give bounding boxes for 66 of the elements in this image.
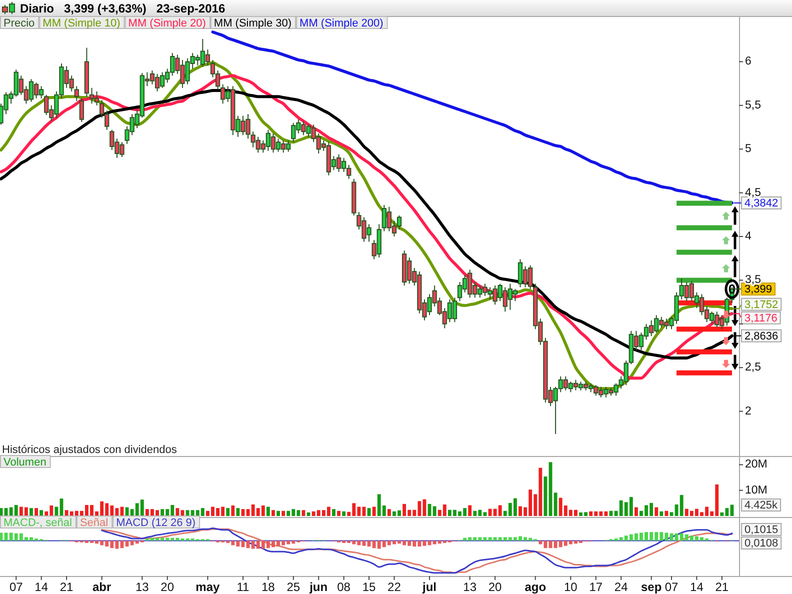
x-tick-label: sep [640, 580, 662, 594]
x-tick-label: 20 [488, 580, 502, 594]
bar [422, 540, 426, 546]
bar [387, 509, 391, 516]
x-tick-label: 13 [463, 580, 477, 594]
x-tick-label: 25 [286, 580, 300, 594]
bar [362, 540, 366, 546]
text: 0,1015 [744, 524, 778, 536]
bar [40, 510, 44, 516]
bar [634, 507, 638, 516]
bar [468, 505, 472, 516]
bar [282, 510, 286, 516]
bar [266, 506, 270, 516]
bar [483, 512, 487, 516]
bar [670, 512, 674, 516]
x-tick-label: 14 [34, 580, 48, 594]
bar [538, 540, 542, 544]
bar [342, 511, 346, 516]
x-tick-label: 22 [388, 580, 402, 594]
bar [664, 510, 668, 516]
y-tick-label: 10M [745, 484, 768, 496]
bar [276, 510, 280, 516]
x-tick-label: jun [308, 580, 328, 594]
x-tick-label: 08 [337, 580, 351, 594]
bar [54, 506, 58, 516]
x-tick-label: ago [524, 580, 546, 594]
series-label: Señal [80, 517, 108, 529]
bar [337, 510, 340, 516]
bar [332, 509, 336, 516]
bar [226, 508, 230, 516]
bar [0, 532, 3, 541]
x-tick-label: abr [92, 580, 112, 594]
bar [34, 508, 38, 516]
x-tick-label: 21 [715, 580, 729, 594]
x-tick-label: 24 [614, 580, 628, 594]
text: 0,0108 [744, 537, 778, 550]
series-label: MACD (12 26 9) [116, 517, 196, 529]
series-label: MACD-, señal [4, 517, 72, 529]
x-tick-label: 14 [690, 580, 704, 594]
bar [30, 508, 33, 516]
bar [236, 508, 240, 516]
bar [231, 505, 235, 516]
x-tick-label: 15 [362, 580, 376, 594]
x-tick-label: 20 [160, 580, 174, 594]
text: 4.425k [744, 500, 778, 512]
x-tick-label: 13 [135, 580, 150, 594]
x-tick-label: 17 [589, 580, 603, 594]
x-tick-label: 07 [664, 580, 678, 594]
bar [372, 506, 376, 516]
bar [272, 510, 275, 516]
bar [554, 492, 558, 516]
x-tick-label: may [196, 580, 220, 594]
y-tick-label: 20M [745, 458, 768, 471]
bar [660, 511, 664, 516]
x-tick-label: 21 [60, 580, 74, 594]
x-tick-label: 10 [564, 580, 578, 594]
bar [125, 540, 129, 547]
x-tick-label: 11 [236, 580, 250, 594]
bar [367, 540, 371, 547]
x-tick-label: 18 [262, 580, 276, 594]
bar [654, 507, 658, 516]
x-tick-label: jul [422, 580, 437, 594]
text: Volumen [4, 456, 46, 468]
x-tick-label: 07 [9, 580, 24, 594]
bar [176, 508, 180, 516]
bar [432, 506, 436, 516]
